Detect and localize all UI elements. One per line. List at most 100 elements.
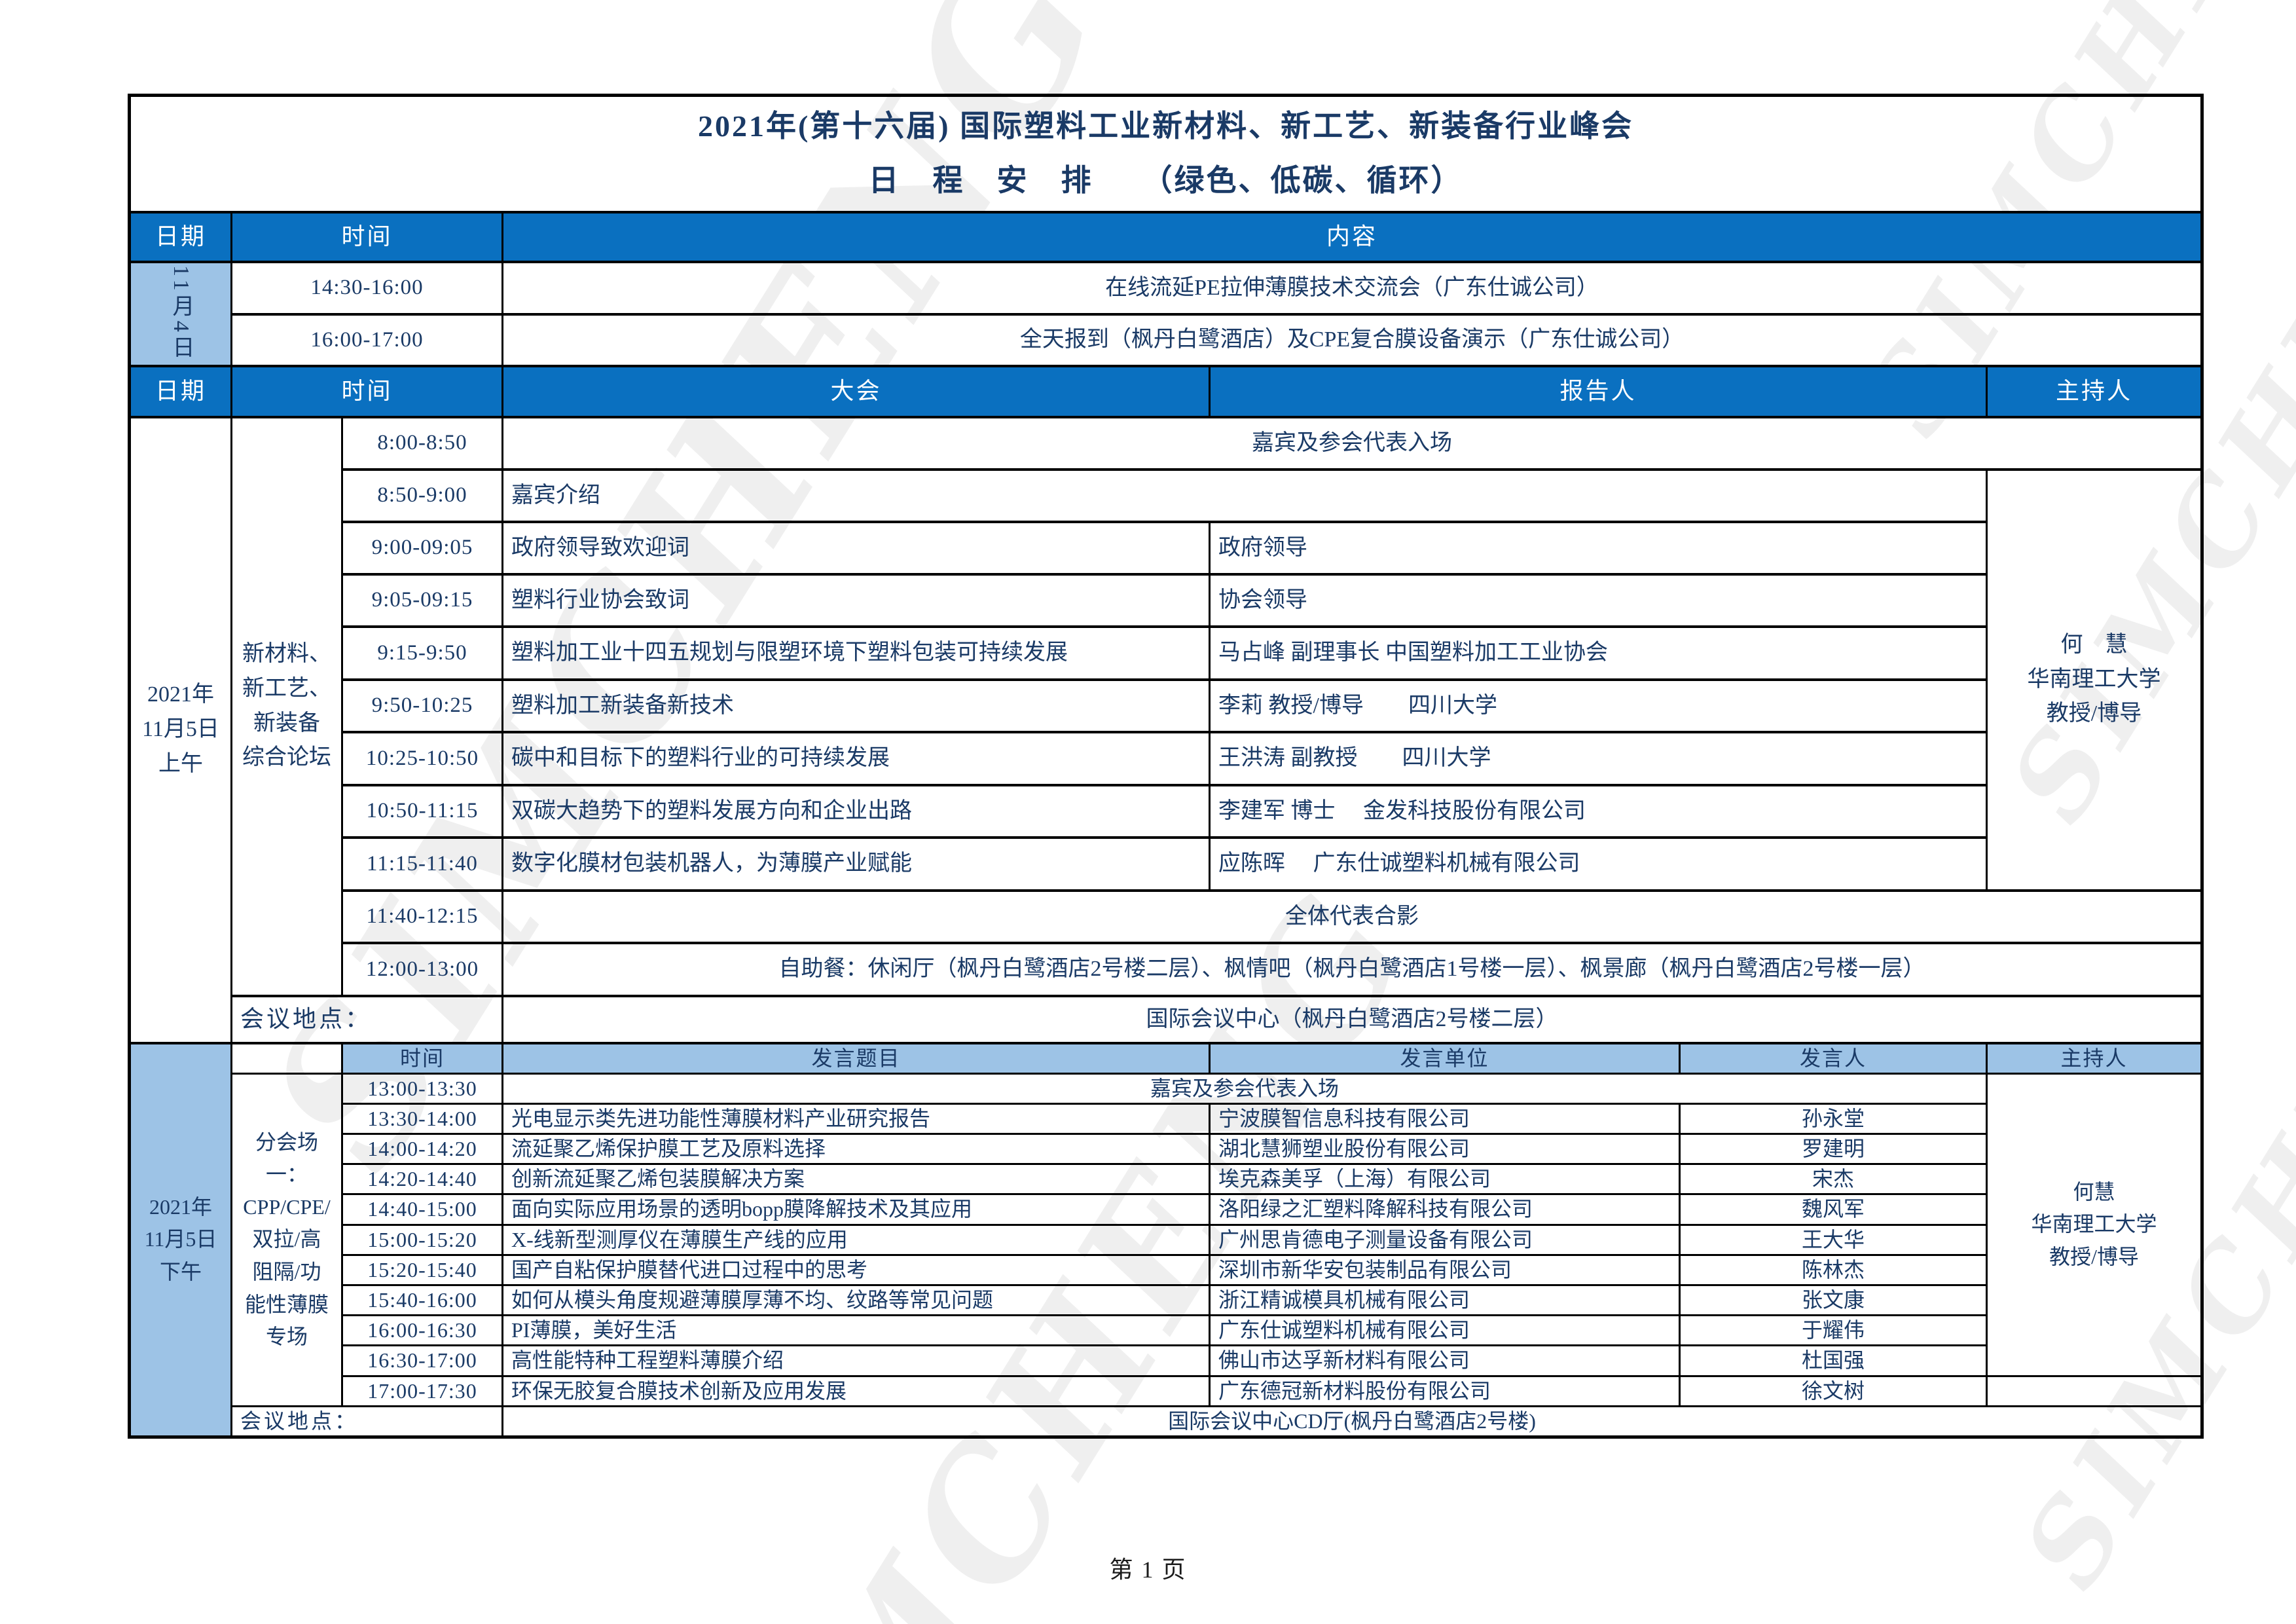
title-line2: 日 程 安 排 （绿色、低碳、循环）: [868, 163, 1463, 197]
venue-value: 国际会议中心（枫丹白鹭酒店2号楼二层）: [501, 994, 2204, 1044]
org-cell: 埃克森美孚（上海）有限公司: [1209, 1163, 1681, 1196]
org-cell: 广州思肯德电子测量设备有限公司: [1209, 1223, 1681, 1256]
content-cell: 在线流延PE拉伸薄膜技术交流会（广东仕诚公司）: [501, 260, 2204, 316]
header-content: 内容: [501, 210, 2204, 263]
time-cell: 14:40-15:00: [341, 1193, 503, 1226]
speaker-cell: 协会领导: [1209, 572, 1988, 628]
topic-cell: 流延聚乙烯保护膜工艺及原料选择: [501, 1133, 1211, 1166]
table-row: 9:00-09:05 政府领导致欢迎词 政府领导: [130, 520, 2202, 576]
table-row: 16:00-16:30 PI薄膜，美好生活 广东仕诚塑料机械有限公司 于耀伟: [130, 1314, 2202, 1347]
header-org: 发言单位: [1209, 1042, 1681, 1075]
schedule-table: 2021年(第十六届) 国际塑料工业新材料、新工艺、新装备行业峰会 日 程 安 …: [128, 94, 2204, 1439]
time-cell: 14:20-14:40: [341, 1163, 503, 1196]
table-row: 17:00-17:30 环保无胶复合膜技术创新及应用发展 广东德冠新材料股份有限…: [130, 1375, 2204, 1407]
speaker-cell: 陈林杰: [1679, 1253, 1988, 1287]
table-row: 8:50-9:00 嘉宾介绍 何 慧 华南理工大学 教授/博导: [130, 468, 2204, 892]
topic-cell: 双碳大趋势下的塑料发展方向和企业出路: [501, 783, 1211, 839]
table-row: 11:15-11:40 数字化膜材包装机器人，为薄膜产业赋能 应陈晖 广东仕诚塑…: [130, 836, 2202, 892]
header-host: 主持人: [1985, 1042, 2204, 1075]
time-cell: 9:15-9:50: [341, 625, 503, 681]
date-cell: 2021年 11月5日 上午: [128, 415, 232, 1044]
time-cell: 8:50-9:00: [341, 468, 503, 523]
topic-cell: 如何从模头角度规避薄膜厚薄不均、纹路等常见问题: [501, 1283, 1211, 1317]
speaker-cell: 王大华: [1679, 1223, 1988, 1256]
time-cell: 11:40-12:15: [341, 889, 503, 944]
time-cell: 10:25-10:50: [341, 730, 503, 786]
speaker-cell: 于耀伟: [1679, 1314, 1988, 1347]
header-session: 大会: [501, 364, 1211, 418]
table-row: 11月4日 14:30-16:00 在线流延PE拉伸薄膜技术交流会（广东仕诚公司…: [128, 260, 2204, 367]
host-cell: 何 慧 华南理工大学 教授/博导: [1985, 468, 2204, 892]
table-row: 分会场 一： CPP/CPE/ 双拉/高 阻隔/功 能性薄膜 专场 13:00-…: [130, 1072, 2204, 1407]
topic-cell: X-线新型测厚仪在薄膜生产线的应用: [501, 1223, 1211, 1256]
header-host: 主持人: [1985, 364, 2204, 418]
header-speaker: 发言人: [1679, 1042, 1988, 1075]
table-row: 14:00-14:20 流延聚乙烯保护膜工艺及原料选择 湖北慧狮塑业股份有限公司…: [130, 1133, 2202, 1166]
time-cell: 14:30-16:00: [230, 260, 503, 316]
time-cell: 12:00-13:00: [341, 941, 503, 997]
venue-label: 会议地点：: [230, 994, 503, 1044]
date-cell: 2021年 11月5日 下午: [128, 1042, 232, 1438]
time-cell: 14:00-14:20: [341, 1133, 503, 1166]
date-cell: 11月4日: [128, 260, 232, 367]
time-cell: 10:50-11:15: [341, 783, 503, 839]
table-row: 13:30-14:00 光电显示类先进功能性薄膜材料产业研究报告 宁波膜智信息科…: [130, 1102, 2202, 1135]
document-title: 2021年(第十六届) 国际塑料工业新材料、新工艺、新装备行业峰会 日 程 安 …: [128, 94, 2204, 213]
topic-cell: 塑料加工新装备新技术: [501, 678, 1211, 733]
venue-value: 国际会议中心CD厅(枫丹白鹭酒店2号楼): [501, 1405, 2204, 1438]
speaker-cell: 罗建明: [1679, 1133, 1988, 1166]
title-row: 2021年(第十六届) 国际塑料工业新材料、新工艺、新装备行业峰会 日 程 安 …: [128, 94, 2204, 213]
org-cell: 深圳市新华安包装制品有限公司: [1209, 1253, 1681, 1287]
org-cell: 广东德冠新材料股份有限公司: [1209, 1375, 1681, 1407]
time-cell: 11:15-11:40: [341, 836, 503, 892]
content-cell: 嘉宾及参会代表入场: [501, 1072, 1988, 1105]
header-date: 日期: [128, 364, 232, 418]
org-cell: 佛山市达孚新材料有限公司: [1209, 1344, 1681, 1377]
speaker-cell: 宋杰: [1679, 1163, 1988, 1196]
header-topic: 发言题目: [501, 1042, 1211, 1075]
org-cell: 洛阳绿之汇塑料降解科技有限公司: [1209, 1193, 1681, 1226]
table-row: 9:50-10:25 塑料加工新装备新技术 李莉 教授/博导 四川大学: [130, 678, 2202, 733]
org-cell: 湖北慧狮塑业股份有限公司: [1209, 1133, 1681, 1166]
topic-cell: 数字化膜材包装机器人，为薄膜产业赋能: [501, 836, 1211, 892]
header-time: 时间: [230, 210, 503, 263]
topic-cell: PI薄膜，美好生活: [501, 1314, 1211, 1347]
track-cell: 新材料、 新工艺、 新装备 综合论坛: [230, 415, 343, 997]
time-cell: 16:30-17:00: [341, 1344, 503, 1377]
content-cell: 全天报到（枫丹白鹭酒店）及CPE复合膜设备演示（广东仕诚公司）: [501, 312, 2204, 367]
host-cell: 何慧 华南理工大学 教授/博导: [1985, 1072, 2204, 1377]
content-cell: 嘉宾介绍: [501, 468, 1988, 523]
time-cell: 9:00-09:05: [341, 520, 503, 576]
topic-cell: 创新流延聚乙烯包装膜解决方案: [501, 1163, 1211, 1196]
topic-cell: 高性能特种工程塑料薄膜介绍: [501, 1344, 1211, 1377]
time-cell: 9:50-10:25: [341, 678, 503, 733]
date-vertical-text: 11月4日: [168, 265, 193, 362]
time-cell: 16:00-17:00: [230, 312, 503, 367]
speaker-cell: 徐文树: [1679, 1375, 1988, 1407]
time-cell: 16:00-16:30: [341, 1314, 503, 1347]
speaker-cell: 应陈晖 广东仕诚塑料机械有限公司: [1209, 836, 1988, 892]
speaker-cell: 王洪涛 副教授 四川大学: [1209, 730, 1988, 786]
header-date: 日期: [128, 210, 232, 263]
time-cell: 13:30-14:00: [341, 1102, 503, 1135]
time-cell: 13:00-13:30: [341, 1072, 503, 1105]
time-cell: 9:05-09:15: [341, 572, 503, 628]
table-row: 15:00-15:20 X-线新型测厚仪在薄膜生产线的应用 广州思肯德电子测量设…: [130, 1223, 2202, 1256]
empty-host-cell: [1985, 1375, 2204, 1407]
org-cell: 宁波膜智信息科技有限公司: [1209, 1102, 1681, 1135]
header-time: 时间: [230, 364, 503, 418]
speaker-cell: 李莉 教授/博导 四川大学: [1209, 678, 1988, 733]
speaker-cell: 政府领导: [1209, 520, 1988, 576]
time-cell: 15:20-15:40: [341, 1253, 503, 1287]
table-row: 16:00-17:00 全天报到（枫丹白鹭酒店）及CPE复合膜设备演示（广东仕诚…: [130, 312, 2204, 367]
topic-cell: 国产自粘保护膜替代进口过程中的思考: [501, 1253, 1211, 1287]
topic-cell: 塑料加工业十四五规划与限塑环境下塑料包装可持续发展: [501, 625, 1211, 681]
time-cell: 15:40-16:00: [341, 1283, 503, 1317]
table-row: 10:25-10:50 碳中和目标下的塑料行业的可持续发展 王洪涛 副教授 四川…: [130, 730, 2202, 786]
speaker-cell: 杜国强: [1679, 1344, 1988, 1377]
time-cell: 8:00-8:50: [341, 415, 503, 471]
content-cell: 嘉宾及参会代表入场: [501, 415, 2204, 471]
morning-header-row: 日期 时间 大会 报告人 主持人: [128, 364, 2204, 418]
header-speaker: 报告人: [1209, 364, 1988, 418]
